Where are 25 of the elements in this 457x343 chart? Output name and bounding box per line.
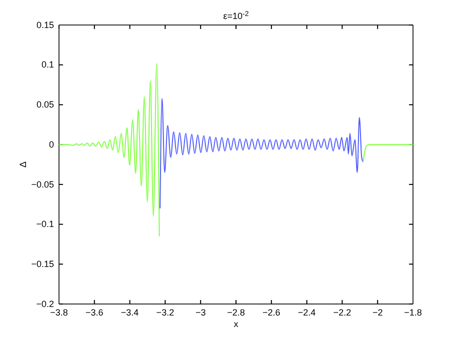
line-series	[362, 144, 414, 163]
y-tick-label: −0.2	[36, 298, 54, 309]
x-tick-label: −3.6	[86, 307, 104, 318]
y-tick-label: 0.15	[36, 20, 54, 30]
x-tick-label: −3.2	[156, 307, 174, 318]
x-tick-label: −1.8	[404, 307, 422, 318]
y-tick-label: −0.15	[31, 259, 54, 270]
x-tick-label: −2	[372, 307, 383, 318]
x-tick-label: −3.8	[50, 307, 68, 318]
y-tick-label: −0.05	[31, 179, 54, 190]
x-tick-label: −2.4	[298, 307, 316, 318]
x-tick-label: −3.4	[120, 307, 139, 318]
x-tick-label: −3	[195, 307, 206, 318]
y-tick-label: 0.1	[41, 60, 54, 70]
x-axis-title: x	[234, 319, 239, 329]
x-tick-label: −2.6	[262, 307, 280, 318]
line-series	[160, 98, 364, 209]
y-tick-label: −0.1	[36, 219, 54, 230]
x-tick-label: −2.2	[333, 307, 352, 318]
x-tick-label: −2.8	[227, 307, 245, 318]
line-series	[58, 62, 160, 237]
chart-title: ε=10$^{-2}$	[223, 10, 249, 21]
y-tick-label: 0	[48, 139, 54, 150]
y-tick-label: 0.05	[36, 100, 54, 110]
y-axis-title: Δ	[18, 161, 28, 168]
